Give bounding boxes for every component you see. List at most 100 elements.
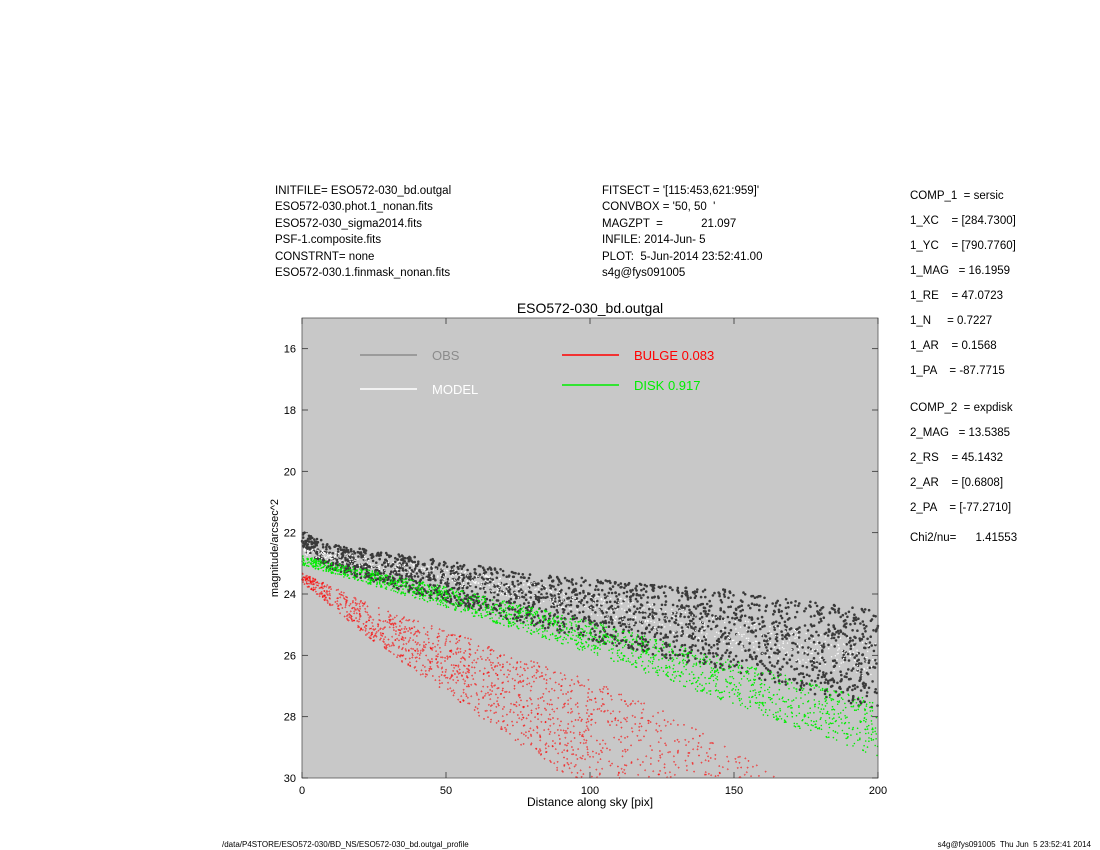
point-obs — [339, 548, 343, 551]
point-bulge — [579, 741, 582, 744]
point-disk — [575, 635, 578, 637]
point-disk — [471, 612, 474, 614]
point-obs — [556, 611, 559, 614]
point-obs — [764, 609, 767, 613]
point-obs — [849, 677, 852, 681]
point-disk — [722, 663, 724, 665]
point-obs — [696, 649, 700, 652]
point-disk — [864, 728, 866, 731]
point-obs — [740, 604, 743, 607]
point-bulge — [464, 680, 467, 682]
point-obs — [711, 652, 715, 655]
point-obs — [785, 612, 789, 615]
point-obs — [756, 617, 760, 620]
point-disk — [809, 707, 811, 709]
point-model — [661, 624, 663, 626]
point-model — [812, 637, 815, 640]
point-bulge — [512, 666, 515, 669]
point-obs — [481, 566, 485, 569]
point-disk — [858, 706, 860, 708]
point-obs — [801, 681, 804, 684]
point-model — [811, 649, 813, 651]
point-disk — [519, 611, 522, 613]
point-obs — [472, 598, 475, 602]
point-model — [817, 640, 819, 643]
point-obs — [678, 648, 682, 652]
point-disk — [864, 713, 866, 715]
point-obs — [665, 645, 668, 648]
point-obs — [849, 636, 852, 640]
point-disk — [601, 628, 604, 631]
point-obs — [557, 583, 560, 587]
point-disk — [376, 581, 379, 583]
point-bulge — [586, 718, 589, 720]
point-obs — [644, 590, 648, 593]
point-obs — [648, 630, 651, 634]
point-model — [801, 644, 803, 646]
point-obs — [859, 700, 862, 703]
point-model — [796, 637, 798, 639]
point-disk — [482, 603, 485, 606]
point-disk — [670, 679, 673, 681]
point-disk — [836, 703, 839, 705]
point-model — [659, 623, 661, 625]
point-disk — [800, 697, 802, 699]
point-bulge — [419, 673, 422, 676]
point-model — [327, 554, 329, 556]
point-obs — [401, 569, 405, 572]
point-obs — [303, 543, 307, 546]
point-obs — [416, 562, 420, 566]
point-bulge — [405, 642, 408, 645]
point-model — [684, 611, 687, 614]
point-disk — [624, 636, 627, 638]
point-model — [675, 631, 677, 633]
point-model — [455, 569, 457, 572]
point-disk — [767, 688, 769, 691]
point-obs — [390, 564, 394, 567]
point-disk — [542, 631, 544, 633]
point-model — [510, 594, 512, 597]
point-disk — [737, 688, 740, 691]
point-disk — [552, 616, 555, 619]
point-disk — [775, 715, 778, 717]
point-model — [767, 631, 769, 633]
point-obs — [846, 652, 850, 656]
point-bulge — [570, 720, 573, 723]
point-obs — [680, 594, 684, 598]
point-disk — [330, 563, 333, 565]
point-obs — [672, 640, 675, 643]
point-disk — [530, 624, 533, 626]
point-disk — [423, 599, 425, 601]
point-obs — [599, 639, 603, 643]
point-model — [866, 670, 868, 672]
point-obs — [567, 597, 570, 600]
point-bulge — [378, 613, 381, 616]
point-disk — [502, 611, 505, 614]
point-disk — [787, 706, 789, 708]
point-disk — [642, 651, 644, 654]
point-obs — [562, 611, 565, 614]
point-obs — [716, 647, 720, 650]
point-obs — [799, 672, 803, 675]
point-model — [528, 584, 530, 586]
point-disk — [820, 728, 823, 731]
point-disk — [610, 648, 613, 650]
point-disk — [378, 578, 381, 580]
point-model — [628, 601, 630, 603]
point-disk — [697, 676, 700, 679]
point-obs — [591, 639, 595, 642]
point-model — [379, 565, 381, 567]
point-disk — [859, 731, 861, 734]
point-obs — [593, 630, 596, 633]
point-obs — [371, 559, 375, 563]
point-obs — [794, 642, 797, 646]
point-obs — [740, 659, 744, 663]
point-model — [590, 596, 592, 599]
point-obs — [714, 652, 718, 655]
point-disk — [505, 607, 507, 609]
point-disk — [369, 577, 371, 580]
point-model — [786, 651, 788, 653]
point-disk — [848, 721, 850, 724]
point-disk — [816, 684, 818, 687]
point-disk — [833, 713, 835, 715]
